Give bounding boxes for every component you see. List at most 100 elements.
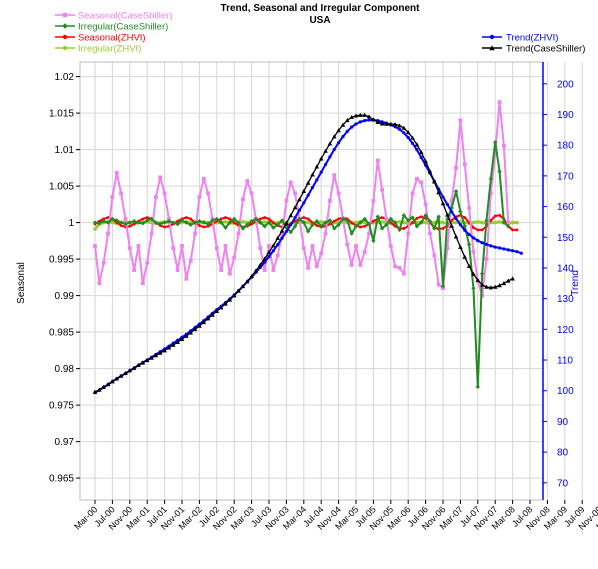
data-point-irregular-caseshiller bbox=[423, 213, 428, 218]
data-point-irregular-caseshiller bbox=[340, 216, 346, 222]
data-point-seasonal-caseshiller bbox=[306, 265, 311, 270]
data-point-seasonal-caseshiller bbox=[454, 165, 458, 170]
data-point-irregular-zhvi bbox=[510, 220, 515, 225]
data-point-trend-caseshiller bbox=[414, 142, 420, 147]
data-point-seasonal-caseshiller bbox=[123, 217, 128, 221]
data-point-seasonal-zhvi bbox=[389, 221, 393, 225]
data-point-seasonal-caseshiller bbox=[314, 264, 319, 269]
data-point-trend-caseshiller bbox=[375, 119, 381, 124]
data-point-seasonal-caseshiller bbox=[280, 231, 284, 236]
y-tick-label: 1.01 bbox=[55, 145, 75, 156]
data-point-irregular-caseshiller bbox=[145, 218, 150, 223]
data-point-trend-zhvi bbox=[293, 216, 297, 220]
data-point-trend-caseshiller bbox=[366, 114, 372, 119]
data-point-irregular-caseshiller bbox=[110, 216, 115, 222]
y-tick-label: 0.975 bbox=[49, 401, 74, 412]
data-point-irregular-caseshiller bbox=[319, 224, 324, 229]
data-point-irregular-caseshiller bbox=[471, 286, 476, 291]
data-point-trend-zhvi bbox=[267, 254, 271, 259]
chart-subtitle: USA bbox=[309, 15, 330, 26]
data-point-irregular-zhvi bbox=[241, 220, 245, 224]
data-point-irregular-caseshiller bbox=[105, 220, 111, 225]
data-point-irregular-caseshiller bbox=[484, 218, 489, 223]
data-point-seasonal-caseshiller bbox=[436, 282, 441, 287]
data-point-seasonal-zhvi bbox=[380, 216, 384, 219]
data-point-trend-zhvi bbox=[289, 223, 293, 227]
data-point-seasonal-zhvi bbox=[358, 225, 362, 229]
data-point-irregular-caseshiller bbox=[301, 220, 306, 225]
y2-tick-label: 180 bbox=[557, 141, 574, 152]
data-point-trend-caseshiller bbox=[92, 389, 98, 394]
data-point-irregular-caseshiller bbox=[223, 225, 228, 230]
y2-tick-label: 170 bbox=[557, 171, 574, 182]
data-point-seasonal-caseshiller bbox=[393, 264, 398, 269]
data-point-seasonal-caseshiller bbox=[258, 246, 263, 251]
data-point-seasonal-caseshiller bbox=[97, 281, 102, 286]
y-tick-label: 1.02 bbox=[55, 72, 75, 83]
data-point-trend-zhvi bbox=[489, 244, 493, 248]
series-trend-zhvi bbox=[93, 118, 523, 395]
data-point-trend-zhvi bbox=[515, 250, 519, 254]
data-point-irregular-caseshiller bbox=[92, 220, 98, 225]
data-point-irregular-caseshiller bbox=[218, 220, 224, 225]
data-point-trend-caseshiller bbox=[118, 373, 124, 378]
data-point-seasonal-caseshiller bbox=[106, 231, 110, 236]
data-point-seasonal-caseshiller bbox=[158, 175, 163, 180]
y-tick-label: 0.98 bbox=[55, 364, 75, 375]
data-point-trend-caseshiller bbox=[162, 348, 167, 353]
data-point-trend-caseshiller bbox=[101, 384, 106, 389]
data-point-trend-zhvi bbox=[397, 127, 402, 131]
data-point-seasonal-caseshiller bbox=[140, 281, 145, 286]
data-point-trend-caseshiller bbox=[253, 268, 259, 273]
data-point-seasonal-zhvi bbox=[228, 217, 232, 221]
data-point-seasonal-zhvi bbox=[350, 221, 354, 225]
data-point-trend-caseshiller bbox=[288, 213, 294, 218]
data-point-seasonal-caseshiller bbox=[401, 271, 406, 276]
data-point-seasonal-caseshiller bbox=[267, 244, 271, 248]
data-point-trend-caseshiller bbox=[410, 135, 415, 140]
data-point-irregular-caseshiller bbox=[506, 224, 511, 229]
data-point-trend-caseshiller bbox=[318, 156, 324, 161]
data-point-trend-caseshiller bbox=[153, 353, 159, 358]
data-point-irregular-caseshiller bbox=[258, 220, 263, 225]
data-point-irregular-caseshiller bbox=[166, 218, 172, 224]
data-point-trend-caseshiller bbox=[497, 283, 502, 288]
data-point-seasonal-caseshiller bbox=[462, 162, 467, 167]
data-point-irregular-caseshiller bbox=[245, 222, 250, 227]
data-point-seasonal-caseshiller bbox=[358, 263, 363, 267]
data-point-trend-caseshiller bbox=[405, 129, 411, 135]
data-point-trend-caseshiller bbox=[475, 277, 481, 283]
data-point-irregular-zhvi bbox=[480, 220, 484, 225]
data-point-seasonal-zhvi bbox=[163, 225, 167, 229]
data-point-seasonal-caseshiller bbox=[227, 271, 232, 276]
data-point-irregular-caseshiller bbox=[236, 220, 241, 225]
data-point-trend-zhvi bbox=[358, 120, 362, 124]
data-point-seasonal-caseshiller bbox=[406, 231, 411, 236]
data-point-seasonal-caseshiller bbox=[206, 191, 210, 196]
data-point-seasonal-caseshiller bbox=[180, 244, 184, 248]
legend-label-irregular-caseshiller: Irregular(CaseShiller) bbox=[78, 22, 168, 33]
y-tick-label: 1.015 bbox=[49, 109, 74, 120]
data-point-seasonal-caseshiller bbox=[319, 251, 324, 256]
data-point-seasonal-zhvi bbox=[476, 228, 480, 232]
data-point-irregular-zhvi bbox=[354, 220, 358, 225]
data-point-seasonal-caseshiller bbox=[484, 257, 489, 261]
data-point-seasonal-zhvi bbox=[176, 219, 180, 223]
data-point-seasonal-caseshiller bbox=[493, 151, 498, 156]
data-point-trend-caseshiller bbox=[392, 122, 398, 127]
data-point-seasonal-caseshiller bbox=[397, 265, 402, 270]
data-point-irregular-caseshiller bbox=[266, 220, 272, 225]
y2-tick-label: 190 bbox=[557, 110, 574, 121]
data-point-seasonal-caseshiller bbox=[371, 198, 376, 203]
right-axis: 70 80 90 100 110 120 130 140 150 160 170 180 190 200 bbox=[542, 62, 574, 500]
data-point-trend-caseshiller bbox=[166, 345, 172, 350]
y2-tick-label: 70 bbox=[557, 478, 569, 489]
data-point-irregular-caseshiller bbox=[410, 215, 415, 220]
data-point-trend-zhvi bbox=[315, 178, 319, 182]
data-point-seasonal-caseshiller bbox=[214, 246, 219, 251]
data-point-trend-caseshiller bbox=[249, 273, 254, 279]
data-point-trend-caseshiller bbox=[323, 148, 328, 153]
data-point-seasonal-caseshiller bbox=[445, 246, 450, 251]
data-point-trend-caseshiller bbox=[471, 271, 476, 276]
data-point-trend-zhvi bbox=[415, 148, 419, 152]
